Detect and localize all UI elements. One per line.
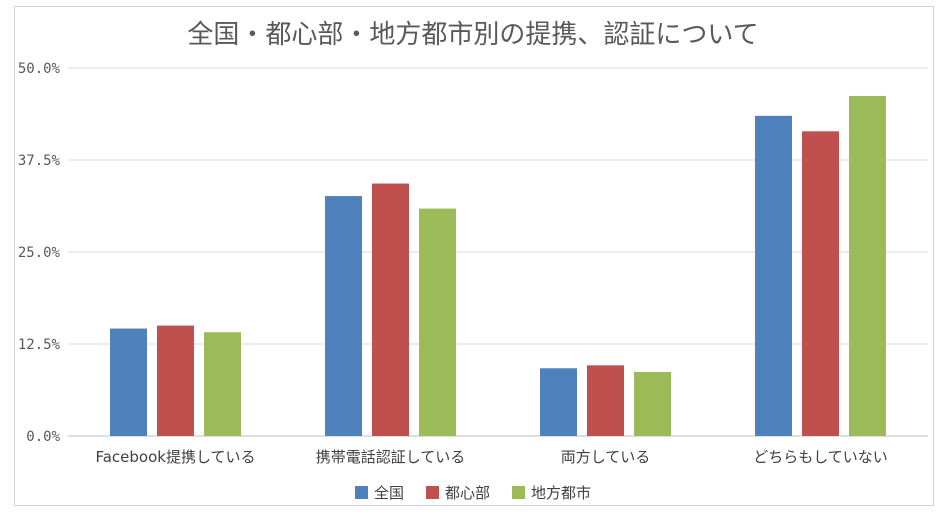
legend-swatch — [425, 486, 439, 499]
x-tick-label: 両方している — [561, 448, 651, 466]
bar — [419, 208, 456, 436]
bar — [372, 183, 409, 436]
legend-swatch — [354, 486, 368, 499]
legend-label: 全国 — [373, 484, 404, 502]
legend-item: 地方都市 — [512, 482, 591, 503]
y-tick-label: 25.0% — [18, 245, 61, 261]
bar — [634, 371, 671, 436]
bar — [755, 115, 792, 436]
bar — [204, 332, 241, 436]
legend-swatch — [512, 486, 525, 499]
chart-title: 全国・都心部・地方都市別の提携、認証について — [187, 20, 759, 50]
y-tick-label: 37.5% — [18, 153, 61, 169]
x-tick-label: 携帯電話認証している — [316, 448, 466, 466]
bar — [802, 131, 839, 436]
legend-item: 全国 — [354, 482, 404, 503]
y-tick-label: 50.0% — [18, 61, 61, 77]
bar — [110, 328, 147, 436]
legend-label: 都心部 — [444, 484, 490, 502]
bar — [325, 196, 362, 436]
chart-legend: 全国 都心部 地方都市 — [0, 482, 946, 503]
x-tick-label: Facebook提携している — [95, 448, 255, 466]
x-tick-label: どちらもしていない — [753, 448, 888, 466]
legend-item: 都心部 — [425, 482, 490, 503]
bar — [157, 325, 194, 436]
bar — [849, 95, 886, 436]
bar — [587, 365, 624, 436]
bar — [540, 368, 577, 436]
bar-chart: 0.0% 12.5% 25.0% 37.5% 50.0% Facebook提携している 携帯… — [18, 61, 928, 466]
y-tick-label: 0.0% — [26, 429, 60, 445]
y-tick-label: 12.5% — [18, 337, 61, 353]
legend-label: 地方都市 — [531, 484, 592, 502]
